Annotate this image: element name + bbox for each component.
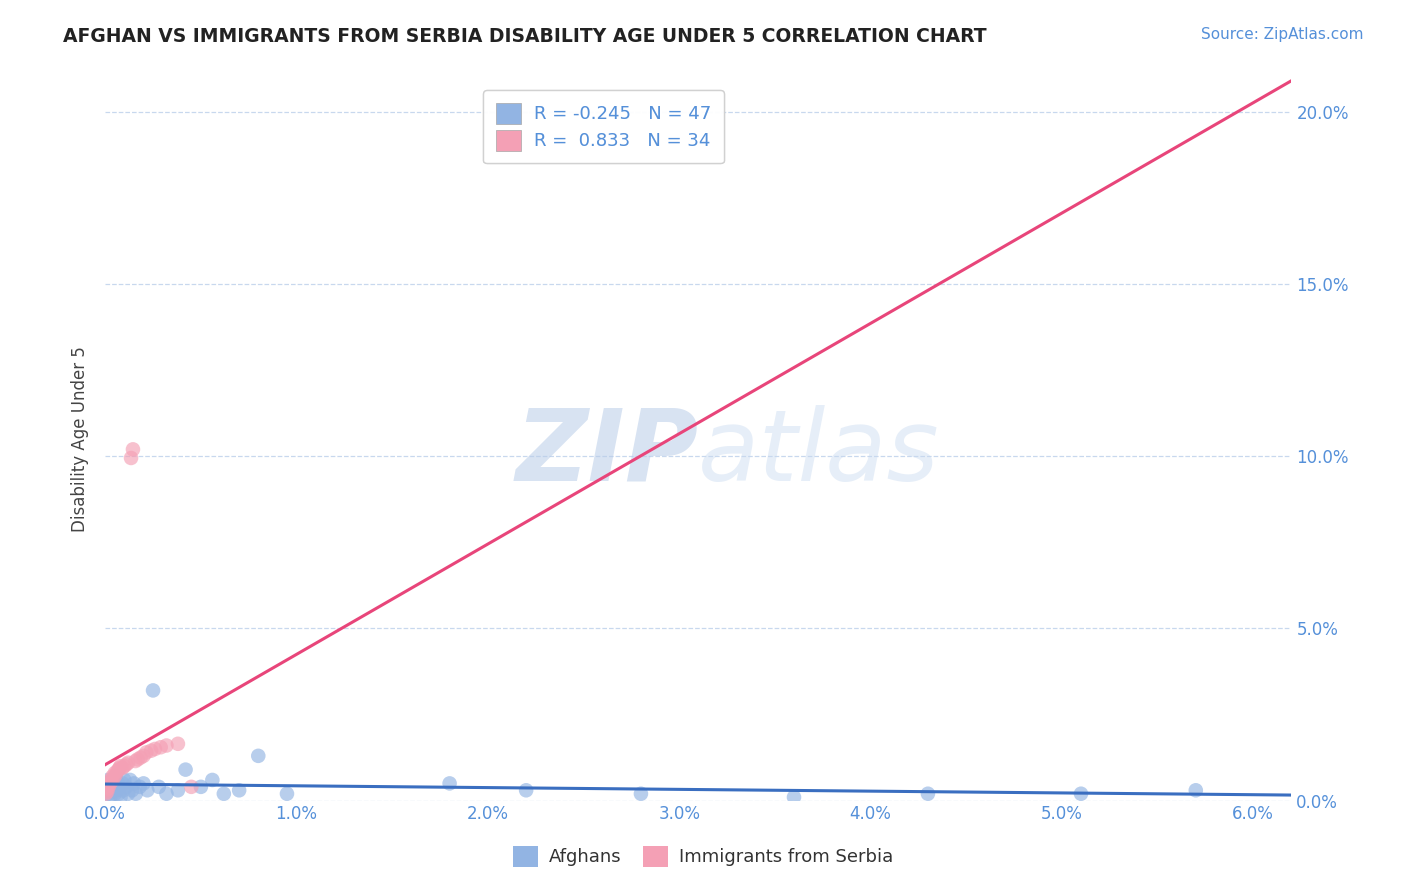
Point xyxy=(132,748,155,763)
Point xyxy=(125,787,148,801)
Point xyxy=(96,783,118,797)
Point xyxy=(167,783,190,797)
Point xyxy=(143,742,166,756)
Point xyxy=(97,776,120,790)
Point xyxy=(167,737,190,751)
Point xyxy=(107,763,129,777)
Point xyxy=(100,776,122,790)
Text: atlas: atlas xyxy=(699,405,941,502)
Point xyxy=(630,787,652,801)
Point xyxy=(108,780,131,794)
Point xyxy=(108,761,131,775)
Point xyxy=(135,746,157,760)
Point xyxy=(247,748,270,763)
Point xyxy=(104,787,127,801)
Point xyxy=(97,772,120,787)
Point xyxy=(120,772,142,787)
Point xyxy=(111,761,134,775)
Point xyxy=(105,764,128,779)
Point xyxy=(783,790,806,805)
Point xyxy=(112,783,135,797)
Point xyxy=(917,787,939,801)
Point xyxy=(110,790,132,805)
Point xyxy=(111,776,134,790)
Point xyxy=(155,739,177,753)
Point xyxy=(1070,787,1092,801)
Point xyxy=(96,780,118,794)
Point xyxy=(115,780,138,794)
Point xyxy=(122,442,145,457)
Point xyxy=(190,780,212,794)
Point xyxy=(112,772,135,787)
Point xyxy=(201,772,224,787)
Point xyxy=(120,450,142,465)
Point xyxy=(107,787,129,801)
Point xyxy=(107,776,129,790)
Point xyxy=(96,776,118,790)
Point xyxy=(103,780,125,794)
Point xyxy=(117,787,139,801)
Point xyxy=(155,787,177,801)
Point xyxy=(1184,783,1206,797)
Legend: R = -0.245   N = 47, R =  0.833   N = 34: R = -0.245 N = 47, R = 0.833 N = 34 xyxy=(484,90,724,163)
Point xyxy=(129,750,152,764)
Point xyxy=(96,780,118,794)
Text: ZIP: ZIP xyxy=(516,405,699,502)
Point xyxy=(105,783,128,797)
Point xyxy=(124,754,146,768)
Legend: Afghans, Immigrants from Serbia: Afghans, Immigrants from Serbia xyxy=(505,838,901,874)
Point xyxy=(103,771,125,785)
Text: Source: ZipAtlas.com: Source: ZipAtlas.com xyxy=(1201,27,1364,42)
Point xyxy=(104,768,127,782)
Point xyxy=(439,776,461,790)
Point xyxy=(96,785,118,799)
Point xyxy=(180,780,202,794)
Point xyxy=(104,770,127,784)
Point xyxy=(136,783,159,797)
Point xyxy=(127,752,149,766)
Y-axis label: Disability Age Under 5: Disability Age Under 5 xyxy=(72,346,89,532)
Point xyxy=(97,781,120,796)
Point xyxy=(98,790,121,805)
Point xyxy=(132,776,155,790)
Point xyxy=(115,757,138,772)
Point xyxy=(110,759,132,773)
Point xyxy=(94,787,117,801)
Point xyxy=(212,787,235,801)
Point xyxy=(228,783,250,797)
Point xyxy=(98,787,121,801)
Point xyxy=(128,780,150,794)
Point xyxy=(122,776,145,790)
Point xyxy=(142,683,165,698)
Point xyxy=(101,770,124,784)
Point xyxy=(121,783,143,797)
Point xyxy=(100,783,122,797)
Point xyxy=(276,787,298,801)
Point xyxy=(100,772,122,787)
Point xyxy=(100,774,122,789)
Point xyxy=(98,778,121,792)
Point xyxy=(149,740,172,755)
Point xyxy=(139,744,162,758)
Point xyxy=(148,780,170,794)
Point xyxy=(174,763,197,777)
Text: AFGHAN VS IMMIGRANTS FROM SERBIA DISABILITY AGE UNDER 5 CORRELATION CHART: AFGHAN VS IMMIGRANTS FROM SERBIA DISABIL… xyxy=(63,27,987,45)
Point xyxy=(104,766,127,780)
Point xyxy=(515,783,537,797)
Point xyxy=(117,756,139,770)
Point xyxy=(112,759,135,773)
Point xyxy=(101,772,124,787)
Point xyxy=(96,783,118,797)
